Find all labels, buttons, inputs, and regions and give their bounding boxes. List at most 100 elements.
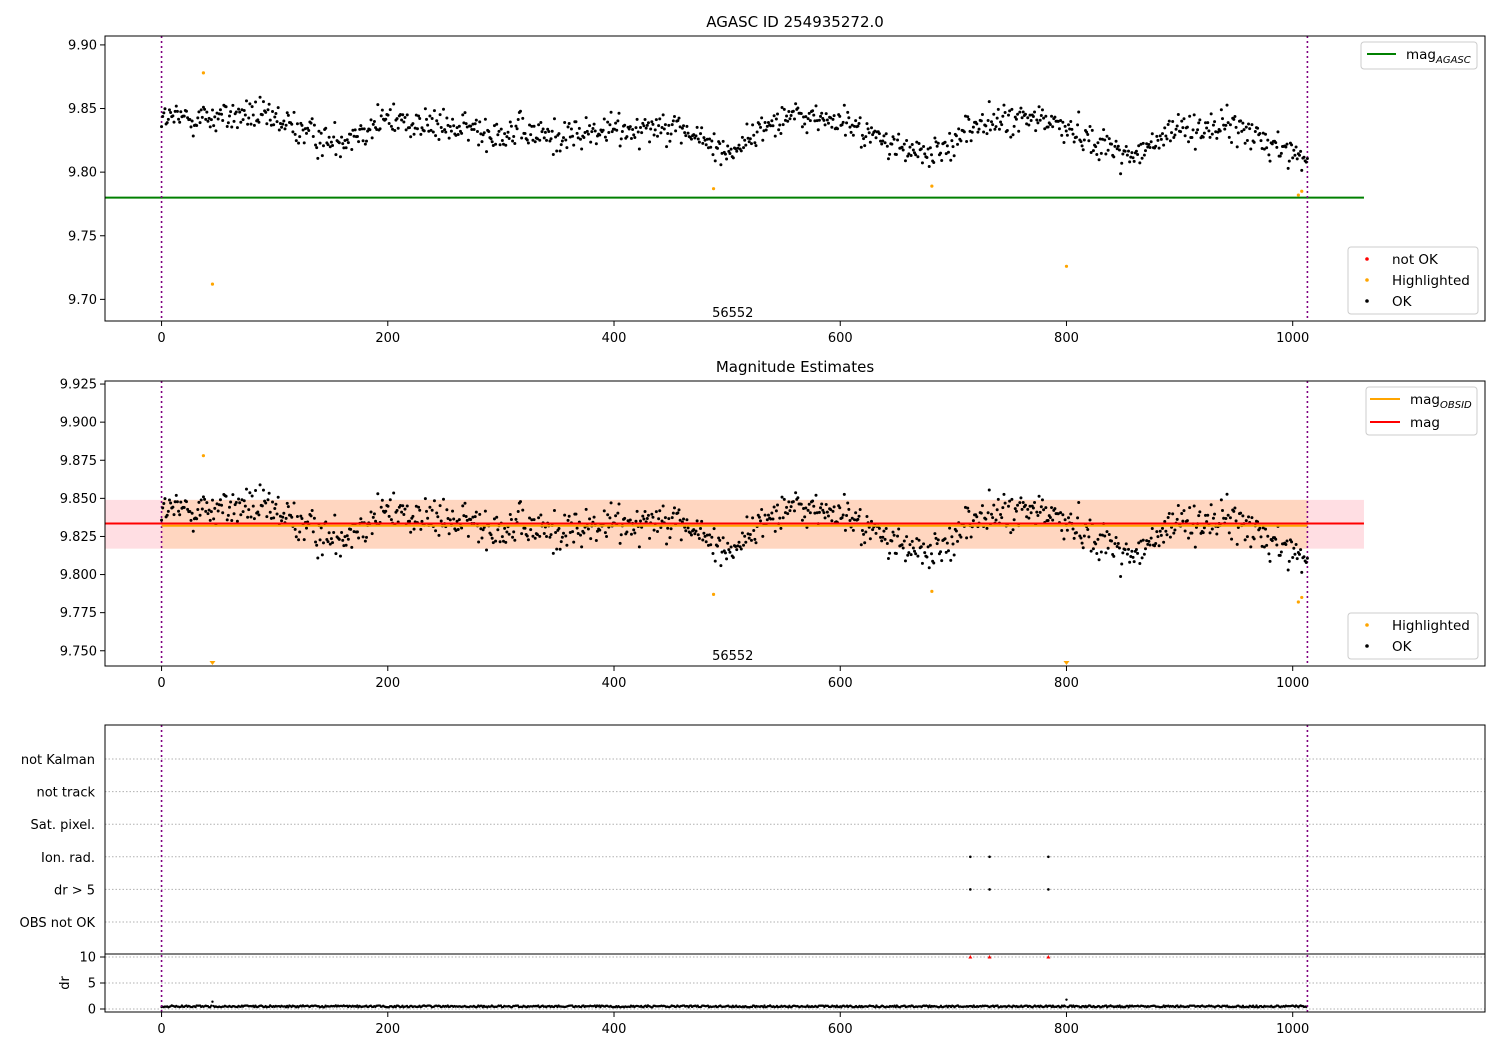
- ok-point: [1265, 146, 1269, 150]
- ok-point: [218, 108, 222, 112]
- ok-point: [1057, 127, 1061, 131]
- ok-point: [197, 110, 201, 114]
- obsid-annotation: 56552: [712, 649, 753, 664]
- ok-point: [641, 514, 645, 518]
- ok-point: [1018, 501, 1022, 505]
- ok-point: [648, 536, 652, 540]
- chart-title: Magnitude Estimates: [716, 358, 874, 376]
- ok-point: [533, 140, 537, 144]
- ok-point: [1286, 166, 1290, 170]
- ok-point: [456, 527, 460, 531]
- ok-point: [269, 123, 273, 127]
- ok-point: [571, 530, 575, 534]
- ok-point: [582, 531, 586, 535]
- ok-point: [786, 512, 790, 516]
- ok-point: [562, 136, 566, 140]
- ok-point: [740, 135, 744, 139]
- ok-point: [1031, 506, 1035, 510]
- ok-point: [1240, 129, 1244, 133]
- ok-point: [1183, 529, 1187, 533]
- ok-point: [479, 527, 483, 531]
- ok-point: [1023, 503, 1027, 507]
- ok-point: [1103, 138, 1107, 142]
- ok-point: [441, 497, 445, 501]
- ok-point: [275, 512, 279, 516]
- ok-point: [782, 107, 786, 111]
- ok-point: [371, 515, 375, 519]
- ok-point: [455, 126, 459, 130]
- ok-point: [1305, 556, 1309, 560]
- ok-point: [1213, 120, 1217, 124]
- ok-point: [774, 509, 778, 513]
- ok-point: [564, 138, 568, 142]
- ok-point: [1119, 172, 1123, 176]
- ok-point: [301, 128, 305, 132]
- ok-point: [744, 143, 748, 147]
- ok-point: [1241, 121, 1245, 125]
- ok-point: [719, 163, 723, 167]
- ok-point: [445, 116, 449, 120]
- ok-point: [200, 507, 204, 511]
- ok-point: [902, 142, 906, 146]
- ok-point: [386, 504, 390, 508]
- ok-point: [316, 156, 320, 160]
- ok-point: [896, 138, 900, 142]
- ok-point: [1096, 537, 1100, 541]
- ok-point: [811, 499, 815, 503]
- ok-point: [970, 130, 974, 134]
- ok-point: [704, 143, 708, 147]
- ok-point: [678, 518, 682, 522]
- ok-point: [805, 131, 809, 135]
- x-tick-label: 200: [375, 1022, 400, 1037]
- ok-point: [1180, 119, 1184, 123]
- ok-point: [739, 547, 743, 551]
- ok-point: [812, 504, 816, 508]
- ok-point: [578, 137, 582, 141]
- ok-point: [751, 516, 755, 520]
- dr-point: [356, 1004, 359, 1007]
- ok-point: [542, 532, 546, 536]
- ok-point: [376, 492, 380, 496]
- ok-point: [623, 123, 627, 127]
- ok-point: [1017, 129, 1021, 133]
- ok-point: [1209, 503, 1213, 507]
- ok-point: [1139, 142, 1143, 146]
- ok-point: [163, 107, 167, 111]
- ok-point: [232, 512, 236, 516]
- legend-marker: [1365, 623, 1369, 627]
- ok-point: [577, 126, 581, 130]
- dr-point: [287, 1006, 290, 1009]
- ok-point: [996, 107, 1000, 111]
- ok-point: [1291, 156, 1295, 160]
- ok-point: [992, 503, 996, 507]
- ok-point: [463, 501, 467, 505]
- ok-point: [248, 102, 252, 106]
- ok-point: [1158, 529, 1162, 533]
- ok-point: [478, 512, 482, 516]
- ok-point: [1162, 143, 1166, 147]
- ok-point: [419, 527, 423, 531]
- ok-point: [946, 150, 950, 154]
- ok-point: [820, 111, 824, 115]
- ok-point: [1155, 530, 1159, 534]
- ok-point: [334, 153, 338, 157]
- ok-point: [485, 548, 489, 552]
- ok-point: [982, 130, 986, 134]
- ok-point: [1112, 155, 1116, 159]
- ok-point: [402, 512, 406, 516]
- ok-point: [1037, 105, 1041, 109]
- ok-point: [1029, 511, 1033, 515]
- ok-point: [314, 143, 318, 147]
- ok-point: [317, 129, 321, 133]
- ok-point: [278, 514, 282, 518]
- ok-point: [320, 553, 324, 557]
- ok-point: [251, 113, 255, 117]
- ok-point: [1009, 531, 1013, 535]
- ok-point: [743, 138, 747, 142]
- ok-point: [780, 106, 784, 110]
- ok-point: [593, 129, 597, 133]
- ok-point: [963, 114, 967, 118]
- ok-point: [227, 505, 231, 509]
- ok-point: [928, 543, 932, 547]
- ok-point: [1018, 110, 1022, 114]
